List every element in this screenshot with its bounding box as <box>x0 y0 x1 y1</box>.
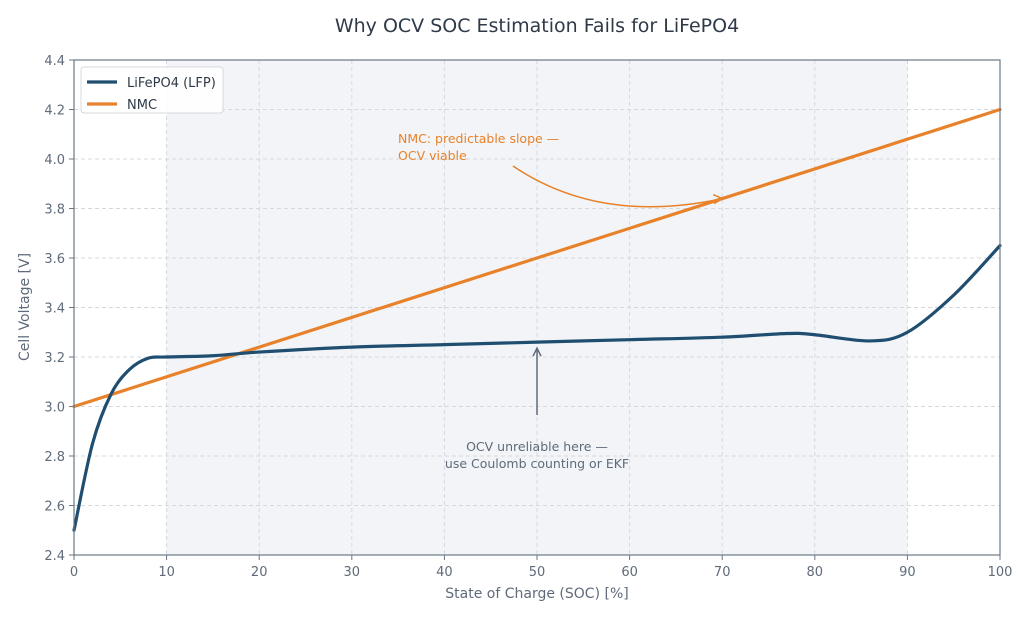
y-tick-label: 2.8 <box>44 450 65 465</box>
y-tick-label: 4.2 <box>44 104 65 119</box>
arrowhead-icon <box>712 193 724 205</box>
nmc-annotation-arrow <box>512 165 723 208</box>
nmc-annotation-text: OCV viable <box>398 148 467 163</box>
x-tick-label: 0 <box>70 565 78 580</box>
y-tick-label: 2.6 <box>44 500 65 515</box>
x-tick-label: 100 <box>988 565 1013 580</box>
y-tick-label: 4.0 <box>44 153 65 168</box>
x-tick-label: 60 <box>621 565 638 580</box>
series-line-nmc <box>72 107 1002 409</box>
x-axis-label: State of Charge (SOC) [%] <box>445 586 628 602</box>
legend: LiFePO4 (LFP) NMC <box>80 66 224 114</box>
x-tick-label: 90 <box>899 565 916 580</box>
nmc-annotation-text: NMC: predictable slope — <box>398 131 559 146</box>
chart-title: Why OCV SOC Estimation Fails for LiFePO4 <box>335 15 739 37</box>
y-tick-label: 3.4 <box>44 302 65 317</box>
y-tick-label: 3.8 <box>44 203 65 218</box>
y-tick-label: 3.0 <box>44 401 65 416</box>
y-tick-label: 4.4 <box>44 54 65 69</box>
x-tick-label: 20 <box>251 565 268 580</box>
legend-label: NMC <box>127 98 157 113</box>
arrowhead-icon <box>532 346 542 357</box>
y-axis-label: Cell Voltage [V] <box>17 253 33 361</box>
y-tick-label: 2.4 <box>44 549 65 564</box>
y-tick-label: 3.6 <box>44 252 65 267</box>
x-tick-label: 40 <box>436 565 453 580</box>
lfp-annotation-text: use Coulomb counting or EKF <box>445 456 629 471</box>
x-tick-label: 80 <box>807 565 824 580</box>
x-tick-label: 50 <box>529 565 546 580</box>
x-tick-label: 30 <box>344 565 361 580</box>
legend-box <box>80 66 224 114</box>
legend-label: LiFePO4 (LFP) <box>127 76 216 91</box>
lfp-annotation-text: OCV unreliable here — <box>466 439 608 454</box>
x-tick-label: 10 <box>158 565 175 580</box>
series-line-lfp <box>72 244 1002 532</box>
y-tick-label: 3.2 <box>44 351 65 366</box>
x-tick-label: 70 <box>714 565 731 580</box>
